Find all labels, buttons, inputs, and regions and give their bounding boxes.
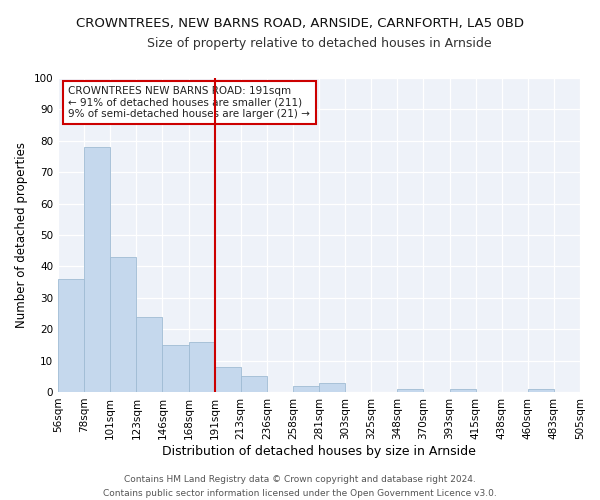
Bar [241, 376, 267, 392]
Bar [319, 382, 345, 392]
Bar [449, 389, 476, 392]
Bar [84, 147, 110, 392]
Bar [397, 389, 424, 392]
Bar [58, 279, 84, 392]
Bar [163, 345, 188, 392]
Bar [188, 342, 215, 392]
Text: Contains HM Land Registry data © Crown copyright and database right 2024.
Contai: Contains HM Land Registry data © Crown c… [103, 476, 497, 498]
X-axis label: Distribution of detached houses by size in Arnside: Distribution of detached houses by size … [162, 444, 476, 458]
Text: CROWNTREES NEW BARNS ROAD: 191sqm
← 91% of detached houses are smaller (211)
9% : CROWNTREES NEW BARNS ROAD: 191sqm ← 91% … [68, 86, 310, 119]
Bar [293, 386, 319, 392]
Bar [110, 257, 136, 392]
Title: Size of property relative to detached houses in Arnside: Size of property relative to detached ho… [147, 38, 491, 51]
Bar [528, 389, 554, 392]
Y-axis label: Number of detached properties: Number of detached properties [15, 142, 28, 328]
Bar [136, 316, 163, 392]
Text: CROWNTREES, NEW BARNS ROAD, ARNSIDE, CARNFORTH, LA5 0BD: CROWNTREES, NEW BARNS ROAD, ARNSIDE, CAR… [76, 18, 524, 30]
Bar [215, 367, 241, 392]
